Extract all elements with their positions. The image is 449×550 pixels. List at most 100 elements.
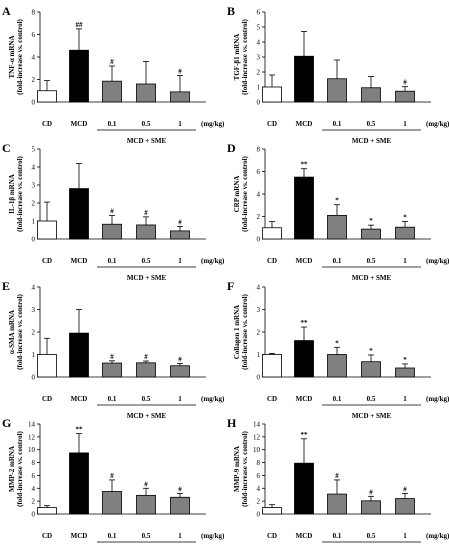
- significance-mark: *: [403, 214, 407, 222]
- bar: [136, 362, 156, 378]
- x-tick-label: MCD: [296, 395, 313, 403]
- bar: [37, 354, 57, 378]
- bar: [136, 83, 156, 103]
- x-tick-label: CD: [42, 257, 52, 265]
- bar: [102, 80, 122, 103]
- y-tick-label: 2: [32, 200, 36, 208]
- bar: [262, 86, 282, 103]
- y-tick-label: 2: [257, 329, 261, 337]
- y-tick-label: 0: [257, 99, 261, 107]
- y-tick-label: 8: [32, 9, 36, 17]
- x-tick-label: 0.1: [333, 532, 342, 540]
- chart-panel-d: D CRP mRNA (fold-increase vs. control) 0 2 4 6…: [227, 141, 449, 282]
- significance-mark: #: [403, 485, 407, 493]
- y-tick-label: 0: [32, 99, 36, 107]
- y-tick-label: 4: [257, 284, 261, 292]
- significance-mark: #: [110, 353, 114, 361]
- significance-mark: *: [335, 339, 339, 347]
- y-axis-label: α-SMA mRNA: [8, 310, 16, 354]
- bar: [327, 78, 347, 103]
- panel-letter: C: [2, 141, 11, 155]
- y-tick-label: 6: [257, 168, 261, 176]
- x-tick-label: 0.5: [142, 532, 151, 540]
- unit-label: (mg/kg): [426, 257, 449, 265]
- significance-mark: **: [301, 319, 309, 327]
- significance-mark: #: [369, 488, 373, 496]
- y-axis-label: (fold-increase vs. control): [241, 155, 249, 231]
- group-label: MCD + SME: [127, 412, 167, 420]
- x-tick-label: 0.5: [142, 257, 151, 265]
- bar: [102, 491, 122, 515]
- x-tick-label: 1: [403, 257, 407, 265]
- bar: [361, 87, 381, 103]
- chart-panel-b: B TGF-β1 mRNA (fold-increase vs. control) 0…: [227, 4, 449, 145]
- x-tick-label: 1: [403, 120, 407, 128]
- y-tick-label: 10: [253, 446, 261, 454]
- chart-panel-g: G MMP-2 mRNA (fold-increase vs. control) 0 2…: [2, 416, 225, 550]
- x-tick-label: 0.5: [142, 395, 151, 403]
- unit-label: (mg/kg): [426, 532, 449, 540]
- significance-mark: #: [110, 208, 114, 216]
- bar: [262, 354, 282, 378]
- bar: [69, 188, 89, 240]
- panel-letter: H: [227, 416, 237, 430]
- x-tick-label: 0.1: [333, 120, 342, 128]
- group-label: MCD + SME: [127, 137, 167, 145]
- y-axis-label: CRP mRNA: [233, 176, 241, 213]
- y-axis-label: (fold-increase vs. control): [16, 155, 24, 231]
- bar: [170, 365, 190, 378]
- y-tick-label: 10: [28, 446, 36, 454]
- y-tick-label: 0: [257, 374, 261, 382]
- x-tick-label: CD: [267, 395, 277, 403]
- significance-mark: #: [178, 68, 182, 76]
- y-tick-label: 14: [28, 421, 36, 429]
- y-tick-label: 2: [32, 329, 36, 337]
- y-axis-label: TNF-α mRNA: [8, 36, 16, 79]
- x-tick-label: 1: [178, 257, 182, 265]
- y-tick-label: 8: [32, 459, 36, 467]
- significance-mark: #: [178, 485, 182, 493]
- y-tick-label: 1: [32, 351, 36, 359]
- bar: [37, 90, 57, 103]
- x-tick-label: MCD: [296, 257, 313, 265]
- y-tick-label: 0: [257, 511, 261, 519]
- x-tick-label: CD: [42, 120, 52, 128]
- bar: [262, 507, 282, 515]
- bar: [294, 176, 314, 240]
- bar: [395, 226, 415, 240]
- bar: [170, 496, 190, 515]
- y-tick-label: 4: [32, 54, 36, 62]
- significance-mark: #: [144, 480, 148, 488]
- y-tick-label: 6: [257, 9, 261, 17]
- significance-mark: *: [369, 217, 373, 225]
- bar: [37, 507, 57, 515]
- bar: [170, 91, 190, 103]
- y-tick-label: 6: [32, 31, 36, 39]
- x-tick-label: 0.5: [367, 120, 376, 128]
- y-tick-label: 12: [28, 433, 36, 441]
- x-tick-label: 0.1: [333, 257, 342, 265]
- panel-letter: F: [227, 279, 234, 293]
- y-tick-label: 2: [257, 498, 261, 506]
- y-tick-label: 4: [32, 284, 36, 292]
- group-label: MCD + SME: [352, 274, 392, 282]
- y-tick-label: 4: [257, 39, 261, 47]
- x-tick-label: CD: [42, 395, 52, 403]
- chart-panel-c: C IL-1β mRNA (fold-increase vs. control) 0 1…: [2, 141, 225, 282]
- x-tick-label: MCD: [296, 532, 313, 540]
- y-tick-label: 3: [257, 54, 261, 62]
- x-tick-label: 0.1: [108, 395, 117, 403]
- significance-mark: #: [144, 353, 148, 361]
- significance-mark: ##: [76, 21, 84, 29]
- y-tick-label: 4: [32, 485, 36, 493]
- y-tick-label: 4: [32, 164, 36, 172]
- bar: [361, 228, 381, 240]
- x-tick-label: 1: [178, 120, 182, 128]
- bar: [361, 500, 381, 515]
- x-tick-label: 0.5: [367, 395, 376, 403]
- panel-letter: B: [227, 4, 235, 18]
- x-tick-label: MCD: [71, 120, 88, 128]
- y-tick-label: 14: [253, 421, 261, 429]
- unit-label: (mg/kg): [201, 120, 225, 128]
